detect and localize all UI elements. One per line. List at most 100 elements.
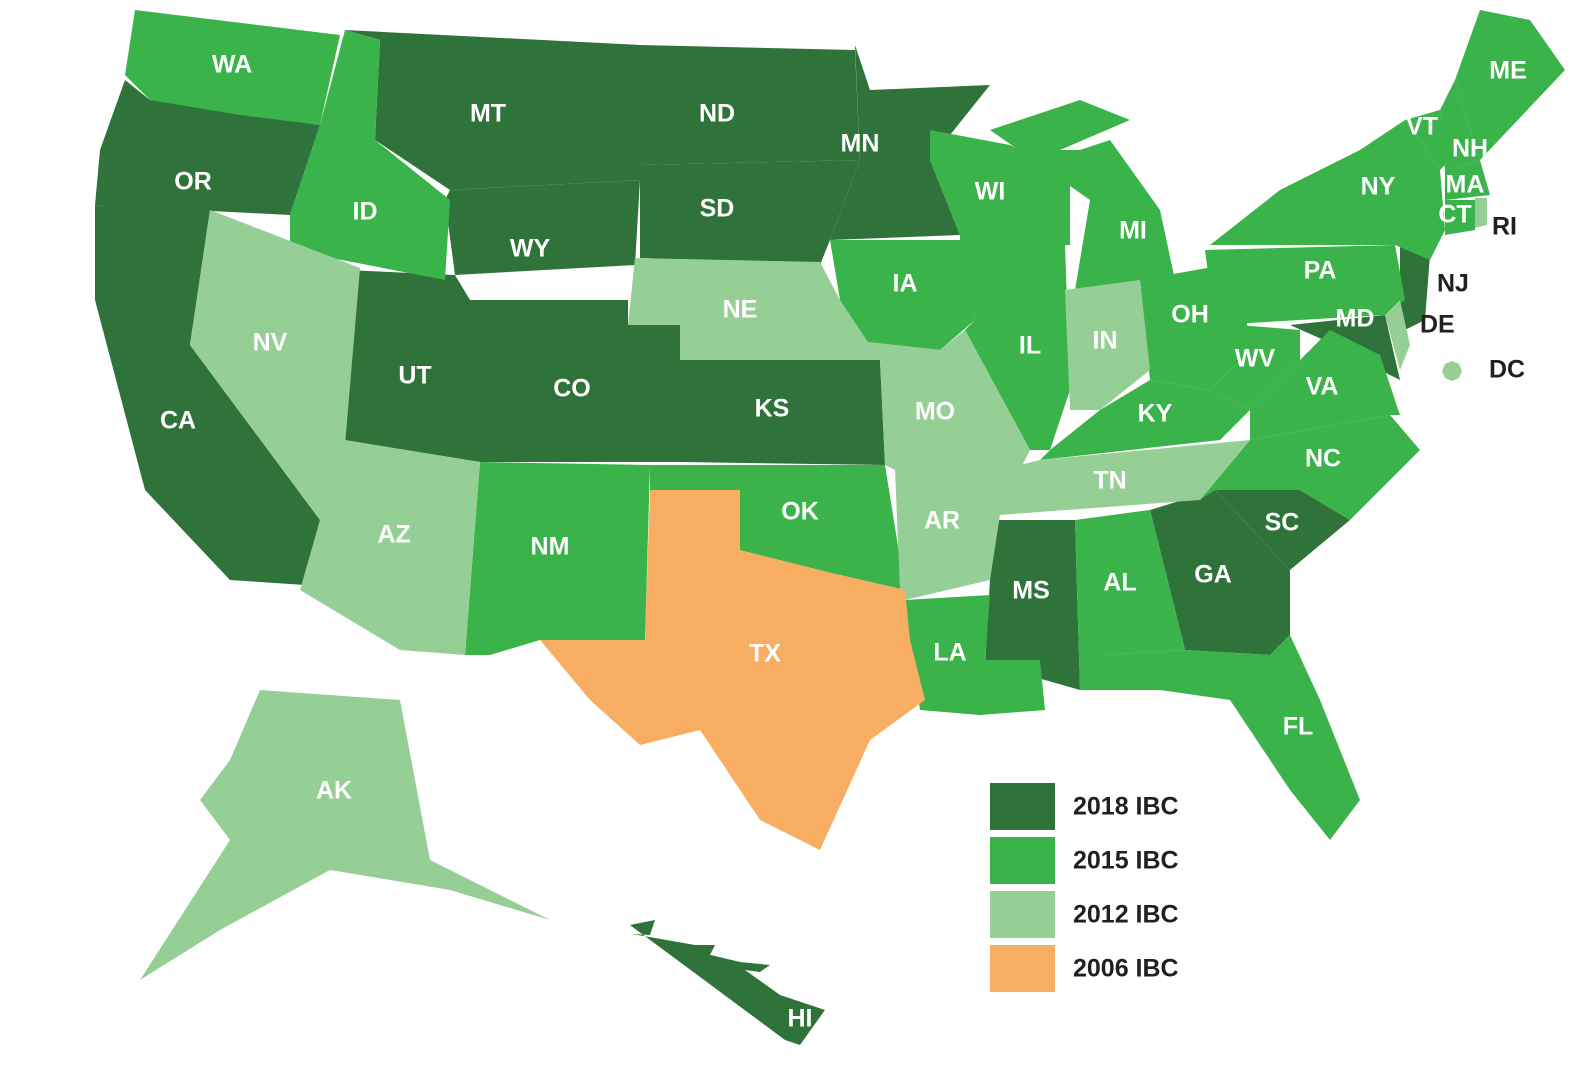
state-region [1040,380,1250,460]
legend-swatch [990,783,1055,830]
legend: 2018 IBC 2015 IBC 2012 IBC 2006 IBC [990,783,1179,992]
state-region [990,100,1175,290]
state-region [465,462,650,655]
state-label: NJ [1437,270,1469,298]
state-region [445,180,640,275]
state-label: OR [174,168,212,196]
state-region [1000,440,1250,515]
legend-swatch [990,945,1055,992]
state-region [290,30,450,280]
state-region [1400,245,1430,330]
state-region [905,595,1045,715]
state-label: UT [398,362,431,390]
state-region [480,300,680,462]
state-region [1150,490,1290,655]
state-label: CT [1438,201,1471,229]
state-label: SC [1265,509,1300,537]
state-label: NM [531,533,570,561]
state-label: CO [553,375,591,403]
state-region [650,465,905,590]
state-region [95,80,320,215]
state-labels: MT ND MN SD WY UT CO KS OR CA MS GA SC NJ MD HI WA ID NM OK… [160,51,1527,1033]
state-region [300,440,480,655]
state-label: OH [1171,301,1209,329]
legend-swatch [990,837,1055,884]
state-label: SD [700,195,735,223]
legend-label: 2006 IBC [1073,955,1179,983]
state-label: NY [1361,173,1396,201]
state-region [1215,490,1350,570]
state-label: IA [893,270,918,298]
state-label: KS [755,395,790,423]
state-region [1210,325,1300,410]
state-label: WV [1235,345,1276,373]
state-region [1100,635,1360,840]
state-label: WY [510,235,551,263]
state-label: DC [1489,356,1525,384]
state-label: MT [470,100,506,128]
legend-label: 2018 IBC [1073,793,1179,821]
state-region [1385,300,1410,370]
state-label: IL [1019,332,1041,360]
state-label: WI [975,178,1006,206]
state-region [1440,80,1480,170]
state-region [1200,415,1420,520]
state-label: PA [1304,257,1337,285]
state-region [1210,120,1445,260]
state-label: GA [1194,561,1232,589]
state-label: ND [699,100,735,128]
state-label: MO [915,398,955,426]
state-region [1445,160,1490,200]
state-region [343,270,480,462]
state-label: LA [933,639,966,667]
state-label: AL [1103,569,1136,597]
state-label: AK [316,777,352,805]
state-region [345,30,640,190]
state-region [630,920,825,1045]
state-region [1445,200,1475,235]
state-label: NV [253,329,288,357]
state-label: DE [1420,311,1455,339]
state-label: MS [1012,577,1050,605]
state-region [895,470,1000,600]
state-region [540,490,925,850]
state-label: VT [1406,113,1438,141]
state-label: NH [1452,135,1488,163]
state-label: KY [1138,400,1173,428]
state-regions [95,10,1565,1045]
state-region [125,10,340,125]
state-region [680,360,885,465]
state-region [190,210,360,520]
state-region [985,520,1080,690]
state-region [830,240,975,350]
state-region [1075,510,1185,690]
state-label: OK [781,498,819,526]
state-region [1455,10,1565,160]
state-label: TX [749,640,781,668]
state-label: NE [723,296,758,324]
state-label: ME [1489,57,1527,85]
legend-swatch [990,891,1055,938]
state-region [1442,361,1462,381]
state-region [1065,280,1150,410]
state-label: TN [1093,467,1126,495]
state-region [850,330,1030,470]
state-region [1475,198,1487,228]
state-label: WA [212,51,252,79]
state-label: MD [1336,305,1375,333]
state-region [830,45,990,240]
state-label: AR [924,507,960,535]
state-label: MA [1446,171,1485,199]
state-region [1205,245,1405,325]
state-label: ID [353,198,378,226]
state-region [1405,110,1445,170]
state-label: FL [1283,713,1314,741]
legend-label: 2012 IBC [1073,901,1179,929]
state-region [628,258,880,360]
state-label: AZ [377,521,410,549]
state-label: RI [1492,213,1517,241]
state-label: IN [1093,327,1118,355]
state-region [140,690,550,980]
state-label: NC [1305,445,1341,473]
